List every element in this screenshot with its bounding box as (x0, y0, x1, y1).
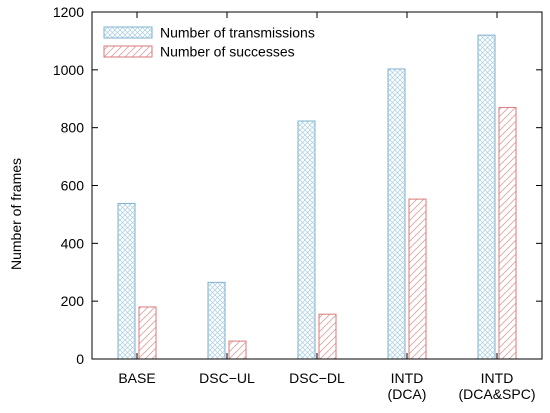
bars (117, 34, 517, 360)
y-tick-label: 200 (61, 293, 85, 309)
x-tick-label: (DCA) (388, 386, 427, 402)
legend-swatch-successes (103, 45, 153, 58)
y-tick-label: 0 (76, 351, 84, 367)
y-tick-label: 800 (61, 120, 85, 136)
y-axis-label: Number of frames (8, 158, 24, 270)
x-tick-label: DSC−DL (289, 370, 345, 386)
x-tick-label: (DCA&SPC) (458, 386, 535, 402)
bar-transmissions (207, 281, 226, 360)
y-tick-label: 600 (61, 178, 85, 194)
bar-successes (138, 306, 157, 360)
legend-swatch-transmissions (103, 26, 153, 39)
axes: 0 200 400 600 800 1000 1200 BASE DSC−UL DSC−DL INT… (53, 4, 543, 402)
bar-transmissions (117, 202, 136, 360)
x-tick-label: INTD (391, 370, 424, 386)
legend: Number of transmissions Number of success… (103, 25, 315, 60)
plot-frame (91, 11, 543, 360)
y-tick-label: 1200 (53, 4, 84, 20)
legend-label-transmissions: Number of transmissions (160, 25, 315, 41)
bar-transmissions (477, 34, 496, 360)
y-tick-label: 1000 (53, 62, 84, 78)
bar-successes (408, 198, 427, 360)
legend-label-successes: Number of successes (160, 44, 295, 60)
bar-transmissions (297, 120, 316, 360)
bar-transmissions (387, 68, 406, 360)
x-tick-label: DSC−UL (199, 370, 255, 386)
bar-successes (318, 313, 337, 360)
y-tick-label: 400 (61, 235, 85, 251)
bar-successes (228, 340, 247, 360)
x-tick-label: INTD (481, 370, 514, 386)
bar-successes (498, 106, 517, 360)
x-tick-label: BASE (118, 370, 155, 386)
